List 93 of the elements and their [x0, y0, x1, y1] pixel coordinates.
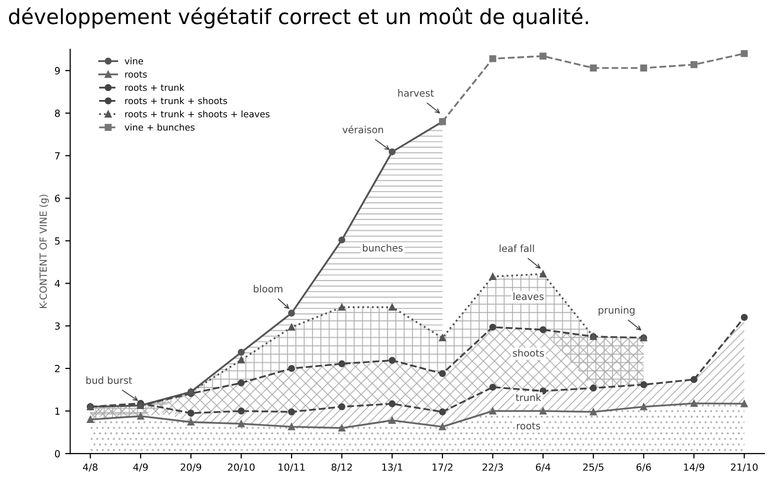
annotation: leaf fall: [500, 244, 534, 252]
x-tick-label: 8/12: [332, 463, 352, 472]
legend-label: roots: [125, 71, 147, 78]
point: [288, 408, 296, 416]
point: [690, 376, 698, 383]
point: [288, 310, 296, 317]
point: [238, 379, 245, 386]
y-tick-label: 6: [54, 194, 60, 202]
point: [438, 370, 446, 378]
point: [388, 400, 396, 408]
x-tick-label: 20/9: [180, 463, 202, 472]
point: [540, 52, 547, 60]
legend-label: roots + trunk + shoots: [125, 97, 228, 104]
chart-title: développement végétatif correct et un moût de qualité.: [8, 7, 588, 28]
point: [640, 403, 648, 410]
x-tick-label: 4/8: [82, 463, 98, 472]
point: [238, 356, 245, 364]
point: [640, 64, 648, 72]
x-tick-label: 6/4: [536, 463, 550, 472]
y-axis-title: K-CONTENT OF VINE (g): [39, 194, 49, 308]
point: [740, 400, 748, 408]
point: [288, 324, 296, 331]
point: [590, 408, 597, 416]
point: [187, 410, 194, 417]
x-tick-label: 17/2: [432, 463, 452, 472]
x-tick-label: 10/11: [278, 463, 305, 472]
y-tick-label: 1: [55, 408, 60, 415]
point: [690, 400, 698, 407]
point: [740, 50, 748, 58]
point: [540, 408, 547, 414]
y-tick-label: 3: [55, 322, 60, 330]
point: [489, 55, 496, 62]
x-tick-label: 21/10: [730, 463, 758, 472]
legend-label: vine + bunches: [124, 124, 195, 131]
point: [338, 360, 346, 368]
point: [489, 273, 496, 280]
annotation: véraison: [342, 125, 383, 134]
x-tick-label: 20/10: [228, 463, 255, 472]
point: [388, 148, 396, 156]
point: [590, 384, 597, 392]
y-tick-label: 8: [54, 110, 60, 117]
legend-label: roots + trunk: [125, 84, 184, 91]
point: [137, 412, 144, 420]
point: [438, 408, 446, 416]
legend-label: roots + trunk + shoots + leaves: [125, 110, 270, 118]
point: [388, 356, 396, 364]
annotation: trunk: [516, 394, 542, 402]
point: [288, 423, 296, 430]
point: [338, 424, 346, 432]
y-tick-label: 0: [54, 450, 60, 458]
x-tick-label: 22/3: [482, 463, 503, 472]
point: [338, 304, 346, 311]
point: [489, 324, 496, 331]
annotation: bloom: [254, 284, 282, 292]
x-tick-label: 4/9: [133, 463, 148, 472]
point: [187, 418, 194, 426]
annotation: bud burst: [86, 376, 132, 384]
point: [438, 423, 446, 430]
point: [489, 408, 496, 414]
point: [86, 416, 94, 423]
annotation: shoots: [512, 349, 544, 357]
y-tick-label: 2: [55, 364, 60, 372]
y-tick-label: 4: [54, 280, 60, 288]
point: [238, 348, 245, 356]
point: [338, 403, 346, 410]
point: [238, 408, 245, 414]
point: [388, 416, 396, 424]
annotation: bunches: [362, 244, 403, 252]
point: [489, 384, 496, 391]
point: [540, 326, 547, 334]
x-tick-label: 14/9: [684, 463, 704, 472]
point: [590, 64, 597, 72]
point: [540, 270, 547, 278]
point: [640, 381, 648, 388]
annotation: pruning: [598, 306, 634, 316]
x-tick-label: 25/5: [583, 463, 604, 472]
x-tick-label: 13/1: [382, 463, 402, 472]
point: [238, 420, 245, 428]
point: [690, 61, 698, 68]
annotation: leaves: [514, 292, 544, 300]
point: [540, 388, 547, 394]
point: [740, 314, 748, 321]
annotation: harvest: [398, 89, 434, 97]
y-tick-label: 5: [55, 237, 60, 245]
x-tick-label: 6/6: [636, 463, 651, 472]
point: [388, 304, 396, 311]
y-tick-label: 7: [55, 152, 60, 160]
point: [338, 236, 346, 244]
annotation: roots: [516, 422, 540, 430]
point: [438, 334, 446, 342]
point: [288, 364, 296, 372]
legend-label: vine: [124, 57, 144, 64]
y-tick-label: 9: [54, 67, 60, 74]
